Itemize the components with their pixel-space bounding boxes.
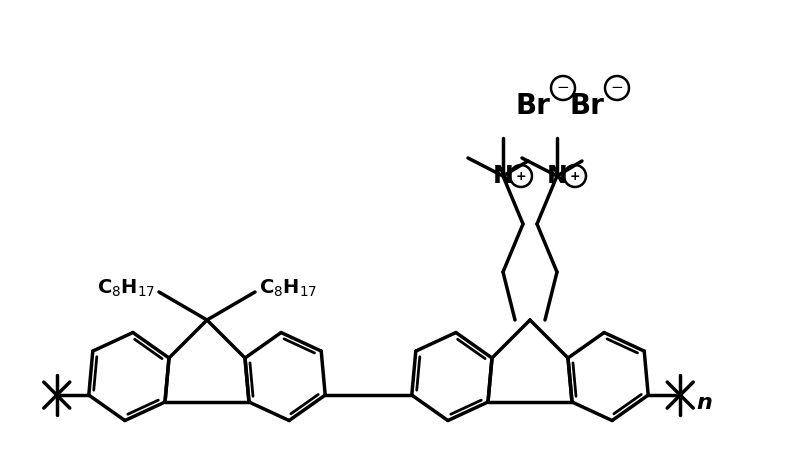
Text: +: + [516,170,527,182]
Text: n: n [696,393,712,413]
Text: Br: Br [515,92,550,120]
Text: C$_8$H$_{17}$: C$_8$H$_{17}$ [97,277,155,299]
Text: C$_8$H$_{17}$: C$_8$H$_{17}$ [259,277,318,299]
Text: Br: Br [569,92,604,120]
Text: N: N [547,164,567,188]
Text: +: + [570,170,580,182]
Text: −: − [557,80,570,95]
Text: N: N [492,164,513,188]
Text: −: − [610,80,623,95]
